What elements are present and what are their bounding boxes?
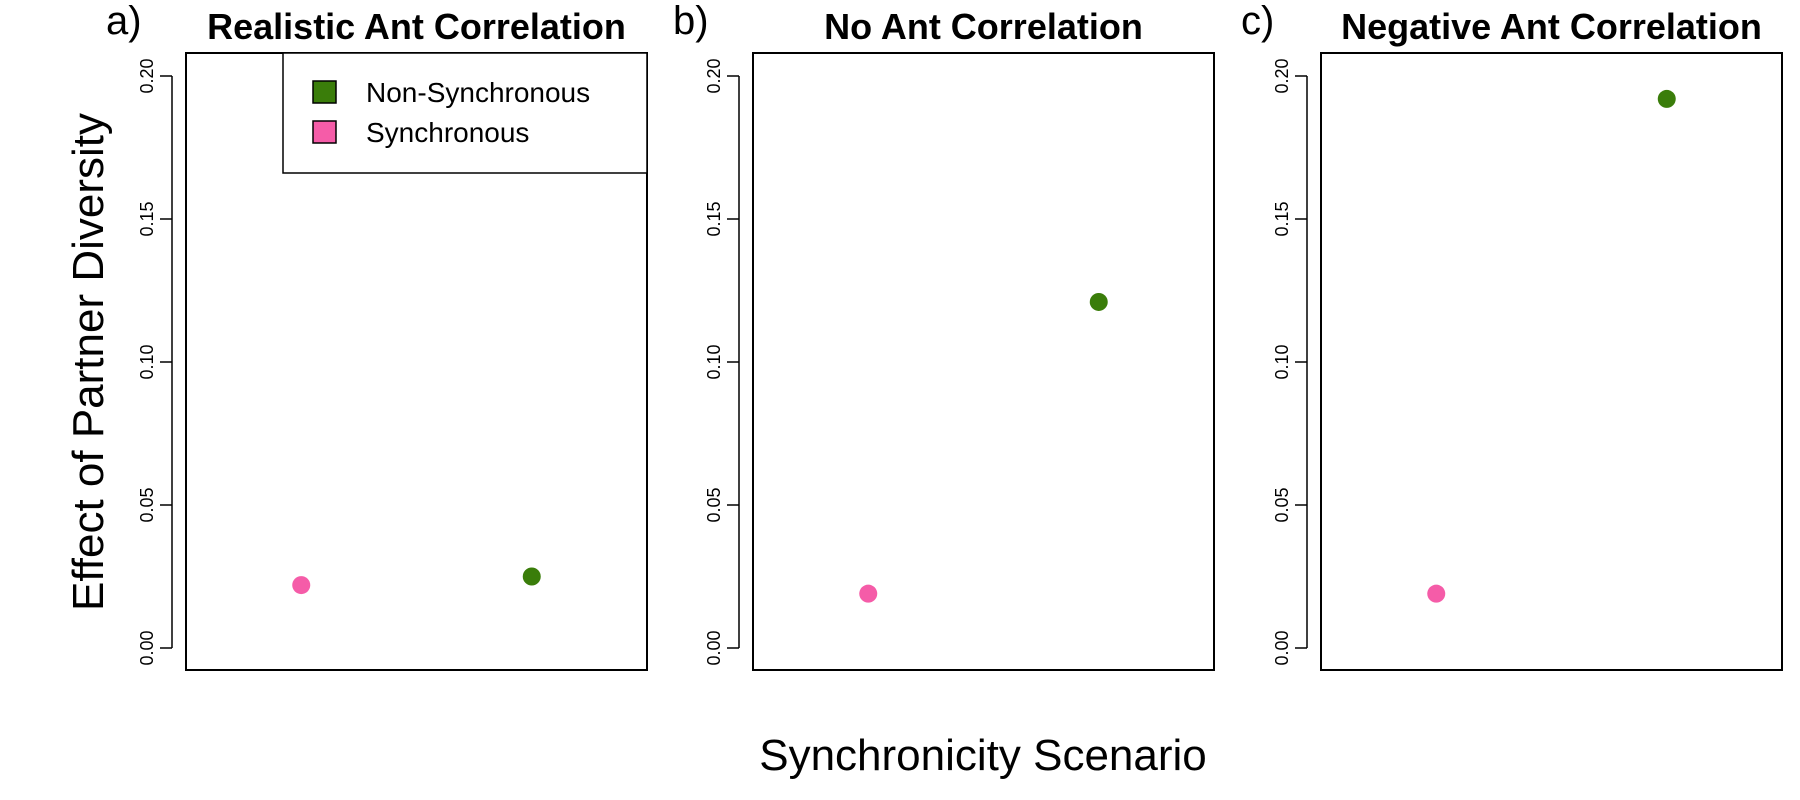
y-tick-label: 0.20	[1272, 58, 1292, 93]
panel-label: a)	[106, 0, 142, 43]
legend-label: Non-Synchronous	[366, 77, 590, 108]
plot-frame	[1321, 53, 1782, 670]
data-point-non-synchronous	[523, 568, 541, 586]
y-axis-label: Effect of Partner Diversity	[64, 113, 113, 611]
panel-title: No Ant Correlation	[824, 6, 1143, 47]
y-tick-label: 0.00	[704, 630, 724, 665]
y-tick-label: 0.10	[1272, 344, 1292, 379]
legend-swatch-synchronous	[313, 121, 336, 143]
panel-label: b)	[673, 0, 709, 43]
y-tick-label: 0.10	[137, 344, 157, 379]
y-tick-label: 0.15	[1272, 201, 1292, 236]
legend-box	[283, 53, 647, 173]
legend-swatch-non-synchronous	[313, 81, 336, 103]
y-tick-label: 0.10	[704, 344, 724, 379]
data-point-synchronous	[859, 585, 877, 603]
panel-3: 0.00 0.05 0.10 0.15 0.20 c) Negative Ant Corre…	[1241, 0, 1782, 670]
panel-title: Negative Ant Correlation	[1341, 6, 1762, 47]
x-axis-label: Synchronicity Scenario	[759, 731, 1207, 780]
panels: 0.00 0.05 0.10 0.15 0.20 a) Realistic Ant Corr…	[106, 0, 1782, 670]
y-tick-label: 0.05	[1272, 487, 1292, 522]
y-tick-label: 0.05	[137, 487, 157, 522]
y-tick-label: 0.00	[1272, 630, 1292, 665]
legend: Non-Synchronous Synchronous	[283, 53, 647, 173]
y-tick-label: 0.05	[704, 487, 724, 522]
y-tick-label: 0.00	[137, 630, 157, 665]
y-tick-label: 0.15	[704, 201, 724, 236]
y-tick-label: 0.20	[704, 58, 724, 93]
legend-label: Synchronous	[366, 117, 529, 148]
plot-frame	[753, 53, 1214, 670]
y-tick-label: 0.20	[137, 58, 157, 93]
data-point-non-synchronous	[1090, 293, 1108, 311]
data-point-synchronous	[1427, 585, 1445, 603]
panel-title: Realistic Ant Correlation	[207, 6, 626, 47]
data-point-synchronous	[292, 576, 310, 594]
data-point-non-synchronous	[1658, 90, 1676, 108]
panel-1: 0.00 0.05 0.10 0.15 0.20 a) Realistic Ant Corr…	[106, 0, 647, 670]
panel-2: 0.00 0.05 0.10 0.15 0.20 b) No Ant Correlation	[673, 0, 1214, 670]
panel-label: c)	[1241, 0, 1274, 43]
y-tick-label: 0.15	[137, 201, 157, 236]
